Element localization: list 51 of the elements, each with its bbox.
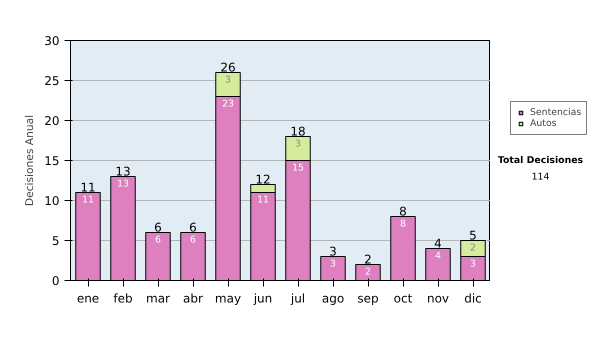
x-tick-label: dic xyxy=(464,292,482,306)
x-tick-label: ene xyxy=(76,292,100,306)
x-tick-label: abr xyxy=(183,292,204,306)
x-tick-label: oct xyxy=(394,292,413,306)
text: 114 xyxy=(532,172,550,183)
y-tick-label: 0 xyxy=(52,274,60,288)
x-tick-label: nov xyxy=(426,292,450,306)
total-label: 13 xyxy=(115,164,131,178)
y-axis-title: Decisiones Anual xyxy=(23,114,36,206)
x-tick-label: feb xyxy=(113,292,133,306)
total-label: 3 xyxy=(329,244,337,258)
total-label: 5 xyxy=(469,228,477,242)
data-label: 13 xyxy=(117,178,129,190)
data-label: 8 xyxy=(400,218,406,230)
y-tick-label: 30 xyxy=(44,34,60,48)
total-label: 6 xyxy=(189,220,197,234)
legend-label: Autos xyxy=(530,118,557,129)
y-tick-label: 25 xyxy=(44,74,60,88)
data-label: 3 xyxy=(225,74,232,86)
data-label: 3 xyxy=(470,258,476,270)
data-label: 6 xyxy=(155,234,162,246)
total-label: 2 xyxy=(364,252,372,266)
data-label: 3 xyxy=(295,138,302,150)
data-label: 2 xyxy=(470,242,476,254)
data-label: 23 xyxy=(222,98,234,110)
total-label: 11 xyxy=(80,180,96,194)
total-label: 12 xyxy=(255,172,271,186)
total-label: 26 xyxy=(220,60,236,74)
y-tick-label: 20 xyxy=(44,114,60,128)
x-tick-label: jun xyxy=(252,292,272,306)
data-label: 11 xyxy=(82,194,94,206)
x-tick-label: may xyxy=(214,292,242,306)
y-tick-label: 5 xyxy=(52,234,60,248)
data-label: 4 xyxy=(435,250,442,262)
text: Total Decisiones xyxy=(498,155,584,166)
data-label: 3 xyxy=(330,258,336,270)
data-label: 11 xyxy=(257,194,269,206)
total-label: 4 xyxy=(434,236,442,250)
data-label: 6 xyxy=(190,234,196,246)
data-label: 2 xyxy=(365,266,371,278)
total-label: 8 xyxy=(399,204,407,218)
x-tick-label: ago xyxy=(322,292,344,306)
data-label: 15 xyxy=(292,162,304,174)
x-tick-label: mar xyxy=(146,292,170,306)
total-label: 6 xyxy=(154,220,162,234)
total-label: 18 xyxy=(290,124,306,138)
y-tick-label: 15 xyxy=(44,154,60,168)
legend-label: Sentencias xyxy=(530,107,582,118)
x-tick-label: jul xyxy=(290,292,306,306)
y-tick-label: 10 xyxy=(44,194,60,208)
x-tick-label: sep xyxy=(357,292,379,306)
